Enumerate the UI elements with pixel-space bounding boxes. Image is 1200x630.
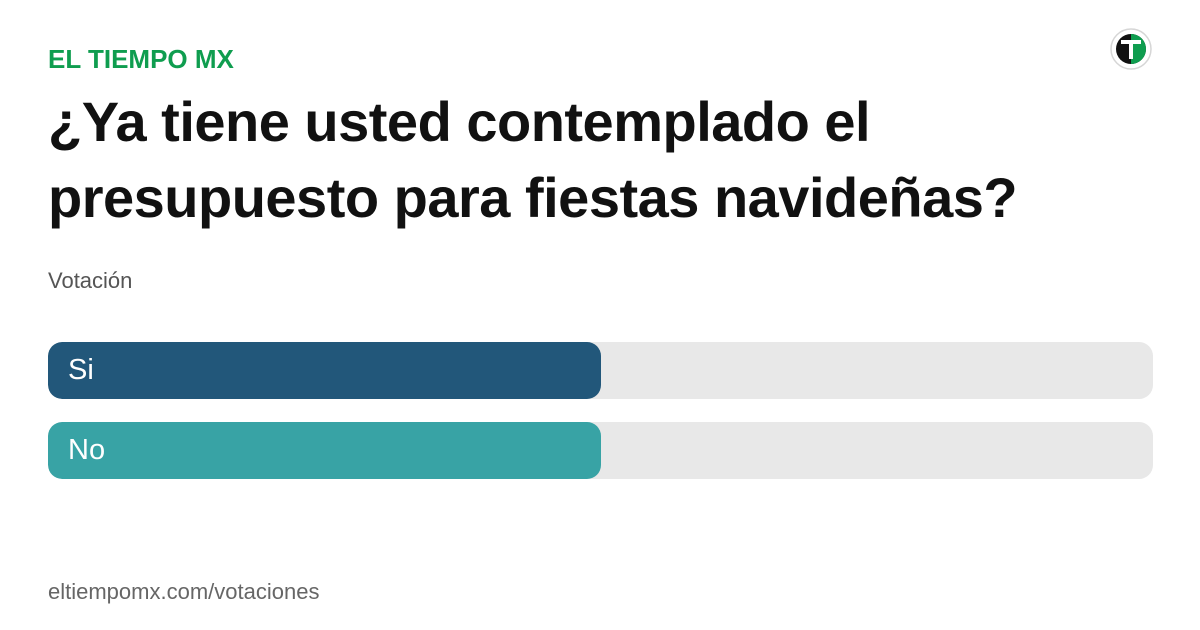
poll-option-no[interactable]: No [48,422,1153,479]
poll-option-fill [48,342,601,399]
poll-option-si[interactable]: Si [48,342,1153,399]
poll-option-fill [48,422,601,479]
poll-option-label: Si [68,354,94,386]
el-tiempo-logo-icon [1110,28,1152,70]
poll-subtitle: Votación [48,268,133,293]
poll-question: ¿Ya tiene usted contemplado el presupues… [48,90,1018,229]
footer-url[interactable]: eltiempomx.com/votaciones [48,579,320,604]
poll-options: Si No [48,342,1153,502]
brand-name: EL TIEMPO MX [48,44,234,74]
poll-option-label: No [68,434,106,466]
